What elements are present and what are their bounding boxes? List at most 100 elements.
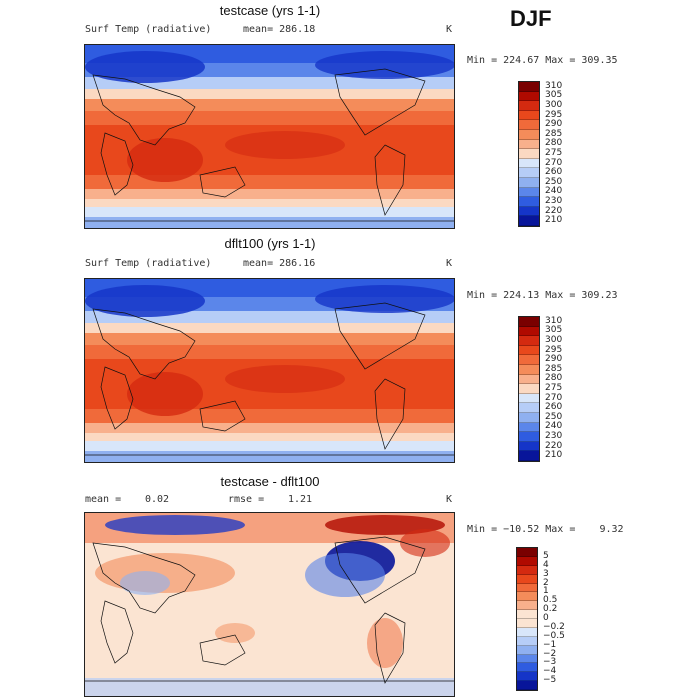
colorbar-swatch bbox=[519, 336, 539, 346]
colorbar-tick-label: 280 bbox=[545, 138, 563, 149]
colorbar-swatch bbox=[517, 583, 537, 593]
colorbar-swatch bbox=[519, 82, 539, 92]
colorbar-tick-label: −0.2 bbox=[543, 621, 565, 632]
colorbar-swatch bbox=[519, 441, 539, 452]
panel-1-variable: Surf Temp (radiative) bbox=[85, 24, 212, 35]
panel-2-colorbar-labels: 310 305 300 295 290 285 280 275 270 260 250 240 230 2… bbox=[545, 316, 585, 462]
colorbar-tick-label: 290 bbox=[545, 119, 563, 130]
panel-1-minmax: Min = 224.67 Max = 309.35 bbox=[467, 55, 618, 66]
colorbar-tick-label: 220 bbox=[545, 440, 563, 451]
colorbar-swatch bbox=[519, 120, 539, 130]
colorbar-tick-label: −2 bbox=[543, 648, 557, 659]
colorbar-tick-label: 300 bbox=[545, 335, 563, 345]
colorbar-swatch bbox=[519, 139, 539, 150]
colorbar-tick-label: 275 bbox=[545, 148, 563, 158]
colorbar-swatch bbox=[519, 129, 539, 140]
colorbar-swatch bbox=[517, 672, 537, 682]
colorbar-tick-label: 290 bbox=[545, 354, 563, 365]
colorbar-swatch bbox=[519, 317, 539, 327]
colorbar-swatch bbox=[519, 422, 539, 433]
colorbar-swatch bbox=[519, 216, 539, 226]
colorbar-swatch bbox=[519, 393, 539, 404]
panel-3-minmax: Min = −10.52 Max = 9.32 bbox=[467, 524, 624, 535]
colorbar-tick-label: 250 bbox=[545, 411, 563, 422]
panel-2-unit: K bbox=[446, 258, 453, 269]
panel-3-map bbox=[84, 512, 455, 697]
colorbar-tick-label: 5 bbox=[543, 550, 549, 561]
panel-3-colorbar bbox=[516, 547, 538, 691]
colorbar-tick-label: 0.2 bbox=[543, 604, 558, 615]
colorbar-tick-label: 3 bbox=[543, 568, 549, 579]
colorbar-tick-label: 270 bbox=[545, 392, 563, 403]
colorbar-tick-label: 305 bbox=[545, 90, 563, 101]
colorbar-tick-label: 2 bbox=[543, 577, 549, 588]
colorbar-swatch bbox=[519, 374, 539, 385]
panel-2-mean: mean= 286.16 bbox=[243, 258, 316, 269]
colorbar-swatch bbox=[519, 364, 539, 375]
colorbar-swatch bbox=[517, 565, 537, 575]
colorbar-swatch bbox=[519, 168, 539, 178]
colorbar-swatch bbox=[517, 592, 537, 602]
colorbar-swatch bbox=[517, 548, 537, 557]
colorbar-tick-label: −5 bbox=[543, 675, 557, 686]
colorbar-tick-label: 220 bbox=[545, 205, 563, 216]
colorbar-swatch bbox=[519, 451, 539, 461]
colorbar-tick-label: 310 bbox=[545, 80, 563, 91]
colorbar-swatch bbox=[517, 636, 537, 646]
colorbar-swatch bbox=[517, 574, 537, 584]
colorbar-swatch bbox=[519, 345, 539, 356]
colorbar-swatch bbox=[517, 601, 537, 611]
panel-3-mean-label: mean = bbox=[85, 494, 122, 505]
colorbar-tick-label: 1 bbox=[543, 586, 549, 597]
colorbar-tick-label: −1 bbox=[543, 639, 557, 650]
colorbar-tick-label: 300 bbox=[545, 100, 563, 110]
panel-3-rmse-label: rmse = bbox=[228, 494, 265, 505]
colorbar-tick-label: 0 bbox=[543, 613, 549, 623]
colorbar-swatch bbox=[517, 681, 537, 690]
panel-2-map bbox=[84, 278, 455, 463]
colorbar-swatch bbox=[517, 556, 537, 566]
panel-1-colorbar-labels: 310 305 300 295 290 285 280 275 270 260 250 240 230 2… bbox=[545, 81, 585, 227]
panel-3-mean-value: 0.02 bbox=[145, 494, 170, 505]
colorbar-tick-label: 230 bbox=[545, 431, 563, 441]
colorbar-tick-label: 275 bbox=[545, 383, 563, 393]
panel-1-mean: mean= 286.18 bbox=[243, 24, 316, 35]
colorbar-tick-label: 260 bbox=[545, 167, 563, 178]
colorbar-tick-label: −0.5 bbox=[543, 630, 565, 641]
season-label: DJF bbox=[510, 6, 552, 31]
colorbar-tick-label: 4 bbox=[543, 559, 549, 570]
colorbar-swatch bbox=[519, 101, 539, 111]
panel-1-unit: K bbox=[446, 24, 453, 35]
colorbar-swatch bbox=[519, 412, 539, 423]
colorbar-tick-label: 280 bbox=[545, 373, 563, 384]
colorbar-swatch bbox=[519, 177, 539, 188]
panel-2-title: dflt100 (yrs 1-1) bbox=[224, 236, 316, 251]
colorbar-tick-label: 295 bbox=[545, 344, 563, 355]
colorbar-tick-label: 260 bbox=[545, 402, 563, 413]
colorbar-swatch bbox=[519, 187, 539, 198]
colorbar-tick-label: −4 bbox=[543, 666, 557, 677]
colorbar-tick-label: 285 bbox=[545, 128, 563, 139]
colorbar-tick-label: 250 bbox=[545, 176, 563, 187]
colorbar-tick-label: 210 bbox=[545, 450, 563, 461]
colorbar-swatch bbox=[517, 663, 537, 673]
colorbar-swatch bbox=[519, 149, 539, 159]
colorbar-tick-label: −3 bbox=[543, 657, 557, 668]
colorbar-swatch bbox=[519, 91, 539, 102]
panel-2-minmax: Min = 224.13 Max = 309.23 bbox=[467, 290, 618, 301]
colorbar-swatch bbox=[519, 326, 539, 337]
colorbar-tick-label: 240 bbox=[545, 186, 563, 197]
colorbar-tick-label: 240 bbox=[545, 421, 563, 432]
colorbar-tick-label: 210 bbox=[545, 215, 563, 226]
colorbar-swatch bbox=[519, 355, 539, 365]
colorbar-tick-label: 285 bbox=[545, 363, 563, 374]
colorbar-swatch bbox=[519, 403, 539, 413]
colorbar-swatch bbox=[519, 206, 539, 217]
panel-3-unit: K bbox=[446, 494, 453, 505]
colorbar-swatch bbox=[517, 645, 537, 655]
colorbar-swatch bbox=[517, 610, 537, 619]
panel-3-title: testcase - dflt100 bbox=[220, 474, 320, 489]
panel-1-title: testcase (yrs 1-1) bbox=[219, 3, 321, 18]
panel-2-variable: Surf Temp (radiative) bbox=[85, 258, 212, 269]
colorbar-swatch bbox=[519, 432, 539, 442]
